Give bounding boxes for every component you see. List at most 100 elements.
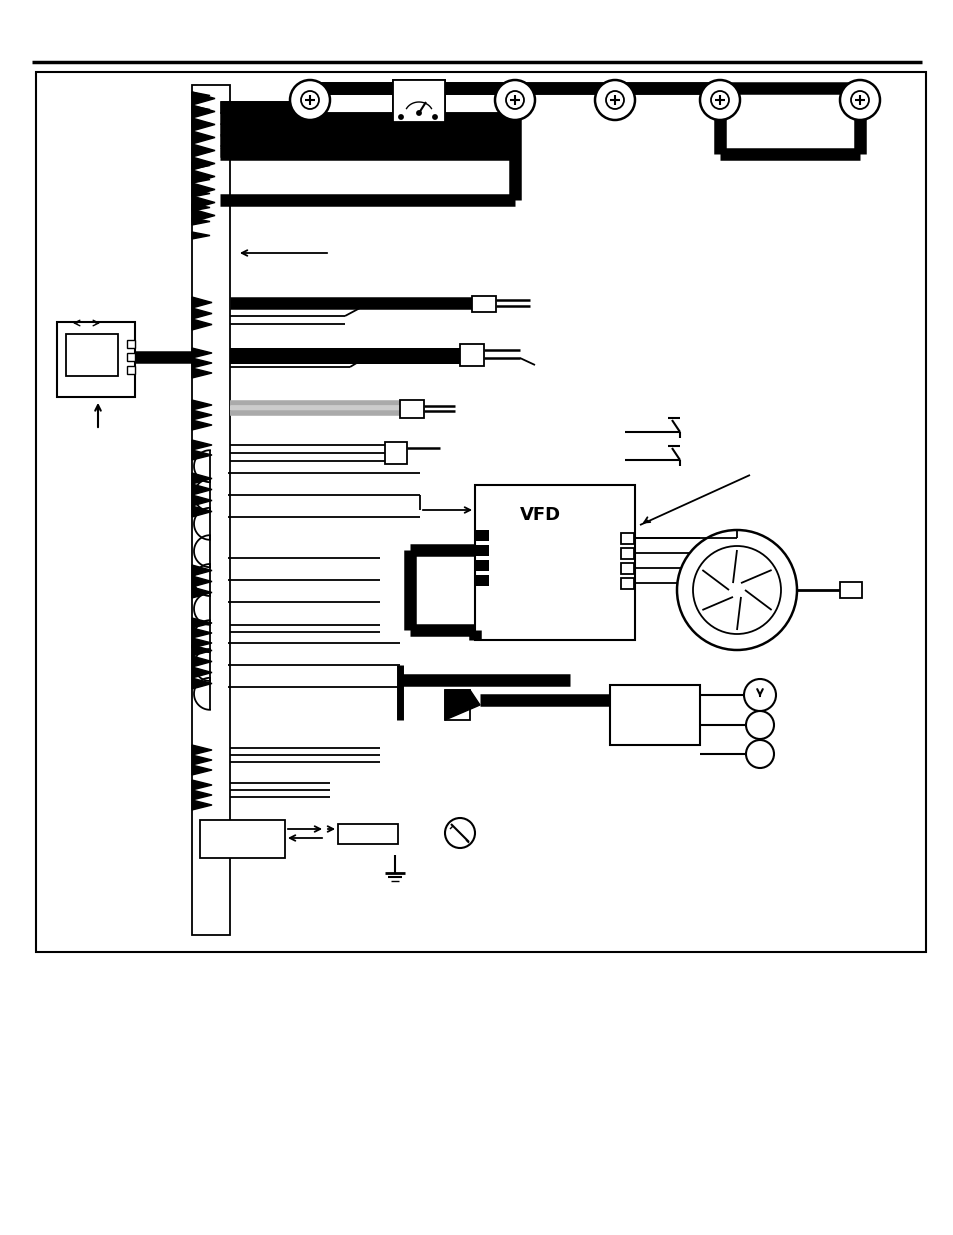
Bar [609, 685, 700, 745]
Bar [620, 578, 634, 589]
Bar [620, 563, 634, 574]
Text: VFD: VFD [519, 506, 560, 524]
Circle shape [850, 91, 868, 109]
Bar [337, 824, 397, 844]
Polygon shape [192, 183, 214, 196]
Polygon shape [192, 209, 214, 222]
Circle shape [505, 91, 523, 109]
Bar [620, 534, 634, 543]
Polygon shape [192, 170, 214, 183]
Polygon shape [192, 656, 212, 667]
Polygon shape [192, 667, 212, 678]
Circle shape [398, 115, 402, 119]
Circle shape [301, 91, 318, 109]
Circle shape [745, 740, 773, 768]
Polygon shape [192, 764, 212, 776]
Polygon shape [192, 450, 212, 459]
Bar [57, 322, 135, 396]
Bar [840, 582, 862, 598]
Bar [127, 340, 135, 348]
Circle shape [605, 91, 623, 109]
Polygon shape [192, 120, 210, 127]
Polygon shape [192, 400, 212, 410]
Polygon shape [192, 196, 214, 209]
Polygon shape [192, 368, 212, 378]
Polygon shape [192, 790, 212, 800]
Polygon shape [192, 91, 210, 99]
Bar [393, 80, 444, 122]
Polygon shape [192, 106, 210, 112]
Polygon shape [192, 618, 212, 629]
Polygon shape [192, 440, 212, 450]
Bar [66, 333, 118, 375]
Polygon shape [192, 308, 212, 319]
Polygon shape [192, 638, 212, 648]
Circle shape [743, 679, 775, 711]
Bar [475, 545, 489, 556]
Polygon shape [192, 587, 212, 598]
Polygon shape [192, 495, 212, 506]
Circle shape [692, 546, 781, 634]
Bar [475, 576, 489, 585]
Bar [399, 400, 423, 417]
Bar [444, 690, 470, 720]
Polygon shape [192, 177, 210, 183]
Polygon shape [192, 144, 214, 157]
Polygon shape [192, 105, 214, 119]
Circle shape [595, 80, 635, 120]
Polygon shape [192, 319, 212, 330]
Bar [620, 548, 634, 559]
Polygon shape [192, 162, 210, 169]
Circle shape [495, 80, 535, 120]
Polygon shape [192, 473, 212, 484]
Bar [393, 80, 444, 122]
Polygon shape [192, 484, 212, 495]
Polygon shape [192, 678, 212, 689]
Polygon shape [192, 204, 210, 211]
Polygon shape [192, 420, 212, 430]
Circle shape [444, 818, 475, 848]
Polygon shape [192, 410, 212, 420]
Polygon shape [192, 219, 210, 225]
Bar [475, 485, 635, 640]
Bar [459, 345, 483, 366]
Polygon shape [192, 296, 212, 308]
Bar [127, 366, 135, 374]
Polygon shape [444, 690, 479, 720]
Polygon shape [192, 348, 212, 358]
Circle shape [840, 80, 879, 120]
Polygon shape [192, 564, 212, 576]
Bar [475, 559, 489, 571]
Circle shape [290, 80, 330, 120]
Circle shape [416, 111, 420, 115]
Polygon shape [192, 157, 214, 170]
Polygon shape [192, 135, 210, 141]
Circle shape [745, 711, 773, 739]
Polygon shape [192, 119, 214, 131]
Circle shape [433, 115, 436, 119]
Bar [127, 353, 135, 361]
Circle shape [710, 91, 728, 109]
Polygon shape [192, 629, 212, 638]
Circle shape [677, 530, 796, 650]
Bar [475, 530, 489, 541]
Bar [230, 348, 459, 364]
Polygon shape [192, 576, 212, 587]
Polygon shape [192, 745, 212, 755]
Polygon shape [192, 755, 212, 764]
Polygon shape [192, 781, 212, 790]
Polygon shape [192, 131, 214, 144]
Polygon shape [192, 800, 212, 810]
Polygon shape [192, 190, 210, 198]
Bar [200, 820, 285, 858]
Bar [36, 72, 925, 952]
Polygon shape [192, 645, 212, 656]
Circle shape [700, 80, 740, 120]
Bar [472, 296, 496, 312]
Bar [192, 85, 230, 935]
Polygon shape [192, 506, 212, 517]
Polygon shape [192, 358, 212, 368]
Bar [385, 442, 407, 464]
Polygon shape [192, 148, 210, 156]
Polygon shape [192, 232, 210, 240]
